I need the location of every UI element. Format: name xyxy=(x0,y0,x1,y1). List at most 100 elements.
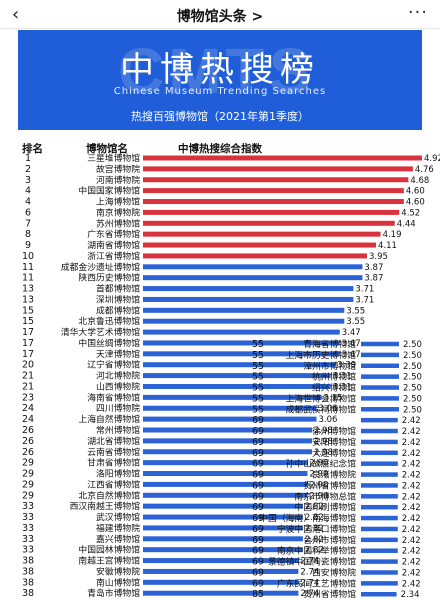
rank-label: 29 xyxy=(22,458,34,469)
index-value: 2.90 xyxy=(309,470,328,480)
museum-name: 山西博物院 xyxy=(96,380,140,392)
museum-name: 福建博物院 xyxy=(96,522,140,534)
rank-label: 69 xyxy=(252,470,264,481)
index-bar xyxy=(143,514,303,520)
index-value: 3.39 xyxy=(337,361,356,371)
index-bar xyxy=(143,471,308,477)
index-value: 3.47 xyxy=(342,350,361,360)
museum-name: 绍兴博物馆 xyxy=(312,382,356,394)
index-value: 2.42 xyxy=(402,460,421,470)
museum-name: 湖南省博物馆 xyxy=(87,239,140,251)
museum-name: 南越王宫博物馆 xyxy=(78,555,140,567)
index-value: 2.50 xyxy=(403,351,422,361)
museum-name: 武汉博物馆 xyxy=(96,511,140,523)
rank-label: 6 xyxy=(25,207,31,218)
museum-name: 宁波中国港口博物馆 xyxy=(277,523,356,535)
index-value: 2.50 xyxy=(403,394,422,404)
rank-label: 9 xyxy=(25,240,31,251)
museum-name: 南山博物馆 xyxy=(96,576,140,588)
index-value: 4.11 xyxy=(378,241,397,251)
index-bar xyxy=(361,417,398,423)
chevron-left-icon[interactable]: ‹ xyxy=(12,4,20,25)
rank-label: 69 xyxy=(252,437,264,448)
index-bar xyxy=(143,242,377,248)
rank-label: 69 xyxy=(252,524,264,535)
index-value: 3.06 xyxy=(319,415,338,425)
rank-label: 69 xyxy=(252,491,264,502)
museum-name: 故宫博物院 xyxy=(96,163,140,175)
rank-label: 7 xyxy=(25,218,31,229)
museum-name: 贵州省博物馆 xyxy=(303,588,356,600)
rank-label: 69 xyxy=(252,557,264,568)
index-bar xyxy=(143,492,308,498)
rank-label: 29 xyxy=(22,469,34,480)
index-bar xyxy=(143,220,395,226)
index-bar xyxy=(143,340,340,346)
rank-label: 17 xyxy=(22,327,34,338)
index-bar xyxy=(361,352,399,358)
index-bar xyxy=(143,199,404,205)
rank-label: 55 xyxy=(252,339,264,350)
museum-name: 深圳博物馆 xyxy=(96,293,140,305)
index-bar xyxy=(143,536,303,542)
museum-name: 大连博物馆 xyxy=(312,447,356,459)
rank-label: 11 xyxy=(22,262,34,273)
index-value: 2.42 xyxy=(402,438,421,448)
museum-name: 四川博物院 xyxy=(96,402,140,414)
index-value: 3.47 xyxy=(342,328,361,338)
rank-label: 13 xyxy=(22,294,34,305)
index-value: 2.42 xyxy=(402,547,421,557)
rank-label: 33 xyxy=(22,501,34,512)
index-value: 3.87 xyxy=(364,274,383,284)
rank-label: 3 xyxy=(25,175,31,186)
index-bar xyxy=(143,394,322,400)
museum-name: 常州博物馆 xyxy=(96,424,140,436)
index-value: 2.74 xyxy=(300,567,319,577)
rank-label: 55 xyxy=(252,404,264,415)
rank-label: 4 xyxy=(25,197,31,208)
museum-name: 上海市历史博物馆 xyxy=(286,349,357,361)
index-value: 4.68 xyxy=(410,176,429,186)
index-bar xyxy=(143,286,354,292)
index-bar xyxy=(361,494,398,499)
index-bar xyxy=(361,548,398,553)
column-header-index: 中博热搜综合指数 xyxy=(178,143,262,155)
museum-name: 洛阳博物馆 xyxy=(96,468,140,480)
museum-name: 杭州博物馆 xyxy=(312,371,356,383)
rank-label: 29 xyxy=(22,490,34,501)
index-bar xyxy=(361,363,399,369)
index-value: 2.42 xyxy=(402,471,421,481)
index-value: 2.42 xyxy=(402,492,421,502)
rank-label: 21 xyxy=(22,381,34,392)
museum-name: 安阳博物馆 xyxy=(312,436,356,448)
rank-label: 15 xyxy=(22,305,34,316)
rank-label: 15 xyxy=(22,316,34,327)
banner-title: 中博热搜榜 xyxy=(120,50,320,90)
index-value: 2.50 xyxy=(403,384,422,394)
museum-name: 南京中国科举博物馆 xyxy=(277,545,356,557)
index-bar xyxy=(143,307,345,313)
museum-name: 天津博物馆 xyxy=(96,348,140,360)
museum-name: 徐州博物馆 xyxy=(312,425,356,437)
museum-name: 贵州省博物馆 xyxy=(303,479,356,491)
rank-label: 55 xyxy=(252,372,264,383)
top-nav-bar: ‹ 博物馆头条 > ··· xyxy=(0,0,440,29)
column-header-name: 博物馆名 xyxy=(86,143,128,155)
index-bar xyxy=(361,341,399,347)
index-bar xyxy=(143,373,331,379)
rank-label: 8 xyxy=(25,229,31,240)
index-value: 4.60 xyxy=(406,187,425,197)
more-dots-icon[interactable]: ··· xyxy=(407,2,428,23)
page-title[interactable]: 博物馆头条 > xyxy=(176,9,264,25)
index-value: 2.50 xyxy=(403,405,422,415)
index-value: 2.82 xyxy=(305,535,324,545)
banner-subtitle: Chinese Museum Trending Searches xyxy=(113,86,327,97)
index-bar xyxy=(361,385,399,390)
index-bar xyxy=(361,374,399,379)
index-value: 4.44 xyxy=(397,219,416,229)
museum-name: 嘉兴博物馆 xyxy=(96,533,140,545)
rank-label: 69 xyxy=(252,448,264,459)
index-bar xyxy=(361,407,399,412)
ranking-banner: CMTS 中博热搜榜 Chinese Museum Trending Searc… xyxy=(18,30,422,130)
index-value: 3.06 xyxy=(319,404,338,414)
